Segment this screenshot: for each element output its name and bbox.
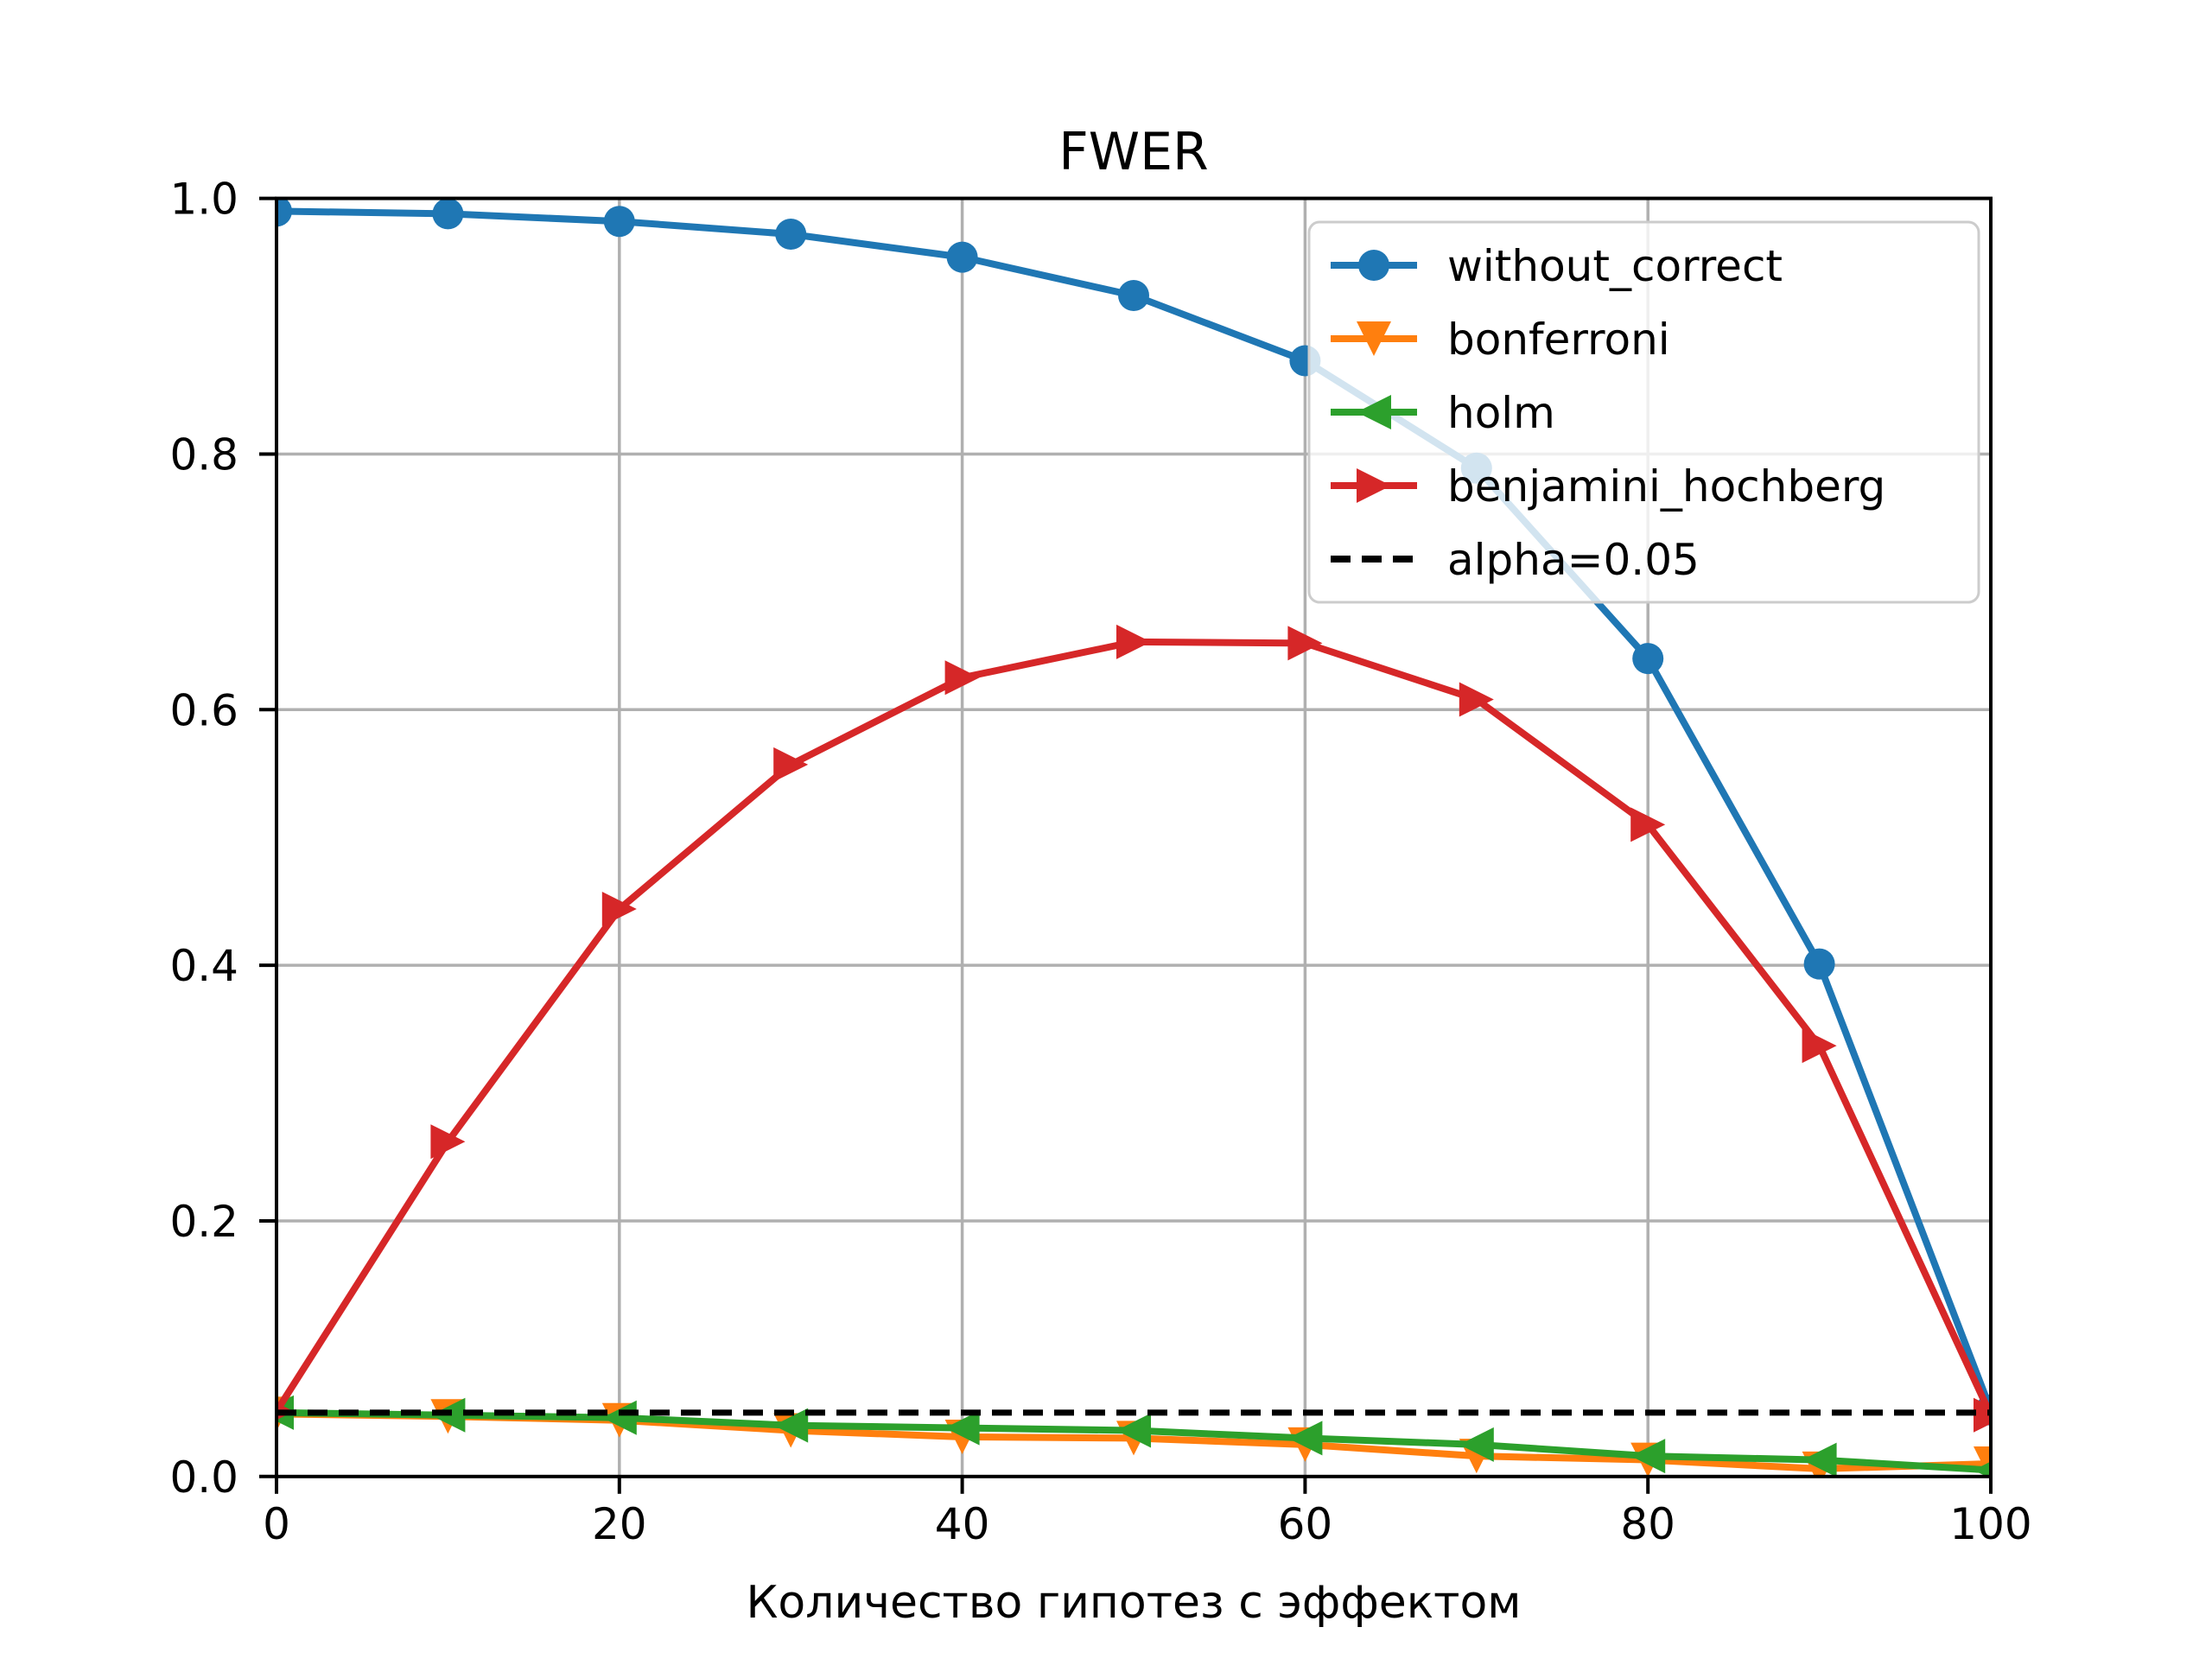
legend-marker	[1358, 250, 1389, 281]
legend-marker	[1357, 321, 1391, 356]
data-point-without_correct	[1632, 643, 1664, 675]
data-point-without_correct	[946, 241, 978, 273]
legend-item-bonferroni: bonferroni	[1331, 315, 1670, 365]
x-tick-label: 20	[592, 1499, 647, 1549]
data-point-without_correct	[276, 198, 292, 227]
data-point-holm	[1802, 1442, 1837, 1477]
series-line-benjamini_hochberg	[276, 638, 1991, 1417]
x-tick-label: 0	[263, 1499, 290, 1549]
legend-label: without_correct	[1447, 241, 1783, 291]
y-tick-label: 0.4	[169, 941, 238, 991]
series-benjamini_hochberg	[276, 624, 1991, 1433]
data-point-benjamini_hochberg	[1974, 1397, 1991, 1433]
y-tick-label: 1.0	[169, 175, 238, 225]
data-point-benjamini_hochberg	[1287, 626, 1323, 661]
data-point-benjamini_hochberg	[944, 660, 980, 696]
data-point-holm	[1287, 1421, 1323, 1456]
data-point-holm	[1974, 1461, 1991, 1477]
legend-item-without-correct: without_correct	[1331, 241, 1783, 291]
y-tick-label: 0.0	[169, 1452, 238, 1503]
x-axis-label: Количество гипотез с эффектом	[746, 1577, 1521, 1629]
data-point-without_correct	[1803, 948, 1835, 980]
legend-marker	[1357, 395, 1391, 429]
data-point-benjamini_hochberg	[1802, 1028, 1837, 1064]
x-tick-label: 80	[1620, 1499, 1675, 1549]
legend-item-alpha-0-05: alpha=0.05	[1331, 535, 1700, 585]
y-tick-label: 0.2	[169, 1197, 238, 1247]
data-point-without_correct	[1118, 280, 1149, 312]
data-point-holm	[1116, 1413, 1151, 1448]
legend: without_correct bonferroni holm benjamini_h…	[1307, 220, 1980, 604]
data-point-benjamini_hochberg	[601, 892, 637, 927]
y-tick-label: 0.8	[169, 429, 238, 480]
data-point-without_correct	[775, 219, 807, 251]
y-tick-label: 0.6	[169, 685, 238, 735]
legend-box	[1307, 220, 1980, 604]
legend-label: benjamini_hochberg	[1447, 461, 1885, 512]
data-point-benjamini_hochberg	[430, 1124, 466, 1160]
legend-marker	[1357, 468, 1391, 503]
legend-label: alpha=0.05	[1447, 535, 1700, 585]
legend-label: holm	[1447, 388, 1555, 438]
legend-item-benjamini-hochberg: benjamini_hochberg	[1331, 461, 1885, 512]
data-point-benjamini_hochberg	[773, 747, 809, 782]
axis-tick-labels: 0 20 40 60 80 100 0.0 0.2 0.4 0.6 0.8 1.0	[169, 175, 2031, 1549]
data-point-benjamini_hochberg	[1459, 682, 1494, 717]
data-point-holm	[601, 1400, 637, 1435]
chart-title: FWER	[1058, 122, 1208, 182]
data-point-holm	[1459, 1427, 1494, 1462]
data-point-holm	[944, 1410, 980, 1446]
data-point-benjamini_hochberg	[1630, 807, 1666, 842]
legend-item-holm: holm	[1331, 388, 1555, 438]
data-point-benjamini_hochberg	[1116, 624, 1151, 659]
x-tick-label: 40	[935, 1499, 990, 1549]
data-series	[276, 198, 1991, 1477]
plot-border	[275, 196, 1993, 1478]
data-point-holm	[1630, 1439, 1666, 1474]
legend-label: bonferroni	[1447, 315, 1670, 365]
data-point-without_correct	[603, 206, 635, 238]
data-point-holm	[773, 1408, 809, 1443]
x-tick-label: 60	[1278, 1499, 1333, 1549]
x-tick-label: 100	[1949, 1499, 2031, 1549]
axis-ticks	[259, 196, 1993, 1494]
data-point-without_correct	[432, 198, 464, 230]
axes-spines	[275, 196, 1993, 1478]
